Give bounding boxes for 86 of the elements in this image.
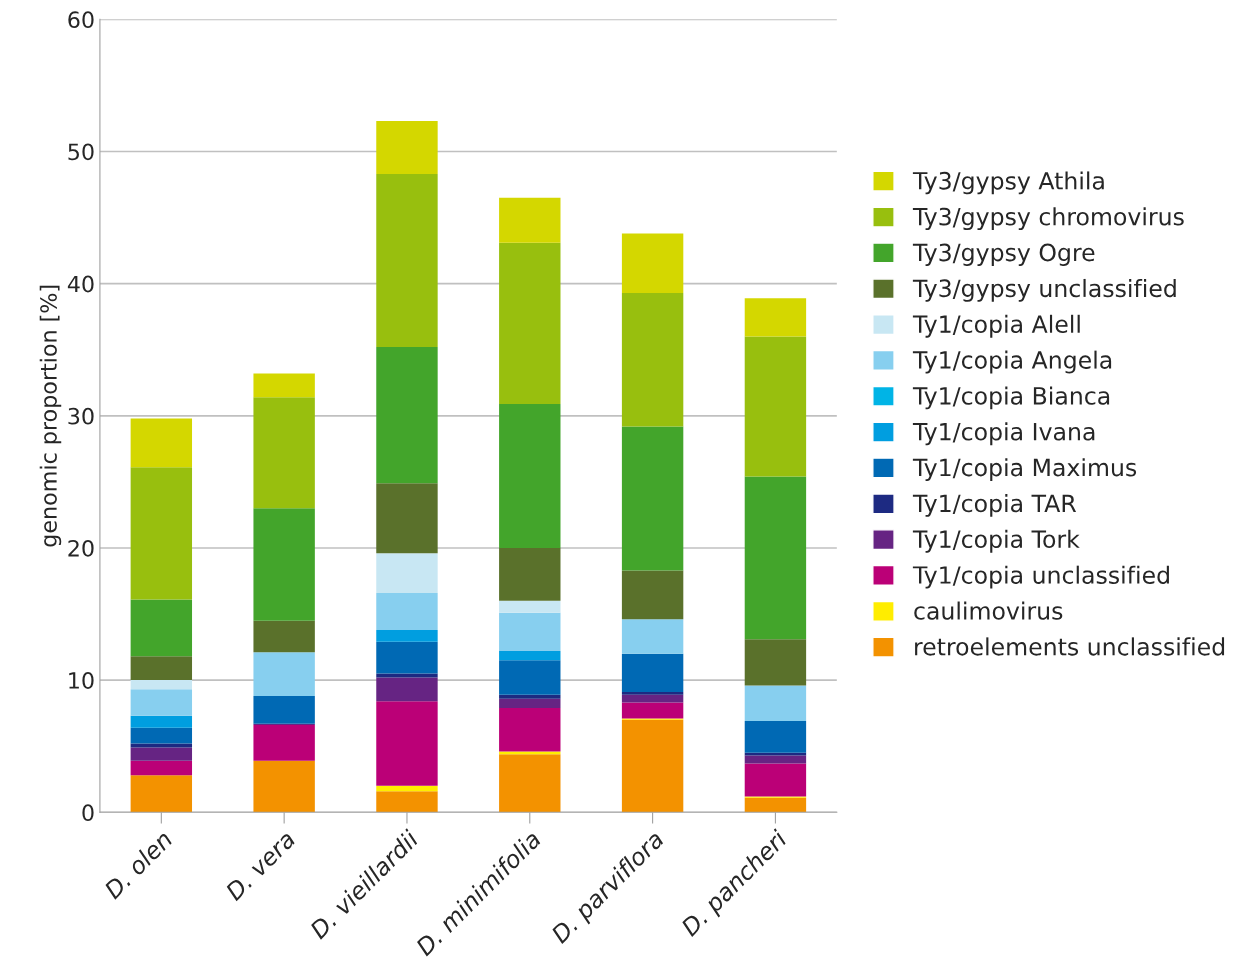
bar: [376, 483, 438, 554]
legend-label: Ty1/copia TAR: [912, 493, 1077, 517]
bar: [499, 600, 561, 613]
bar: [253, 508, 315, 621]
bar: [499, 707, 561, 752]
bar: [376, 592, 438, 630]
bar: [499, 612, 561, 652]
bar: [744, 639, 807, 686]
y-tick-label: 10: [69, 672, 94, 689]
bar: [499, 698, 561, 708]
bar: [376, 791, 438, 813]
bar: [130, 599, 193, 657]
bar: [130, 743, 193, 748]
bar: [376, 629, 438, 642]
bar: [499, 751, 561, 755]
bar: [499, 403, 561, 548]
legend-label: Ty1/copia Bianca: [912, 386, 1110, 410]
bar: [253, 620, 315, 653]
bar: [130, 680, 193, 690]
bar: [376, 677, 438, 702]
bar: [744, 763, 807, 797]
bar: [621, 292, 684, 427]
y-tick-label: 50: [68, 143, 94, 161]
legend-label: Ty1/copia Ivana: [912, 422, 1095, 446]
bar: [376, 553, 438, 593]
bar: [253, 725, 315, 761]
bar: [744, 298, 807, 337]
bar: [621, 653, 684, 693]
bar: [130, 715, 193, 728]
bar: [499, 547, 561, 601]
y-tick-label: 0: [82, 804, 94, 822]
y-tick-label: 40: [67, 275, 94, 293]
legend-label: retroelements unclassified: [915, 637, 1225, 656]
legend-label: Ty3/gypsy Athila: [912, 171, 1104, 195]
bar: [499, 651, 561, 661]
legend-label: caulimovirus: [914, 601, 1063, 620]
bar: [130, 467, 193, 600]
legend-label: Ty3/gypsy Ogre: [912, 243, 1095, 266]
bar: [621, 692, 684, 695]
bar: [744, 685, 807, 722]
bar: [253, 397, 315, 509]
bar: [499, 242, 561, 404]
bar: [130, 656, 193, 681]
bar: [621, 694, 684, 703]
bar: [744, 721, 807, 753]
bar: [744, 755, 807, 764]
bar: [376, 641, 438, 674]
bar: [253, 373, 315, 398]
bar: [744, 797, 807, 813]
bar: [376, 173, 438, 348]
legend-label: Ty1/copia unclassified: [912, 565, 1169, 589]
bar: [376, 121, 438, 174]
legend-label: Ty3/gypsy unclassified: [912, 278, 1176, 302]
bar: [253, 760, 315, 813]
bar: [130, 689, 193, 716]
bar: [253, 695, 315, 724]
y-tick-label: 30: [68, 407, 94, 425]
legend-label: Ty1/copia Maximus: [912, 458, 1137, 481]
bar: [621, 702, 684, 719]
bar: [376, 701, 438, 786]
bar: [130, 747, 193, 761]
bar: [130, 760, 193, 776]
bar: [253, 652, 315, 696]
bar: [621, 570, 684, 620]
bar: [499, 660, 561, 695]
bar: [499, 694, 561, 699]
bar: [130, 418, 193, 468]
legend-label: Ty1/copia Alell: [912, 314, 1080, 338]
y-tick-label: 60: [68, 11, 94, 29]
bar: [621, 619, 684, 654]
bar: [499, 197, 561, 243]
bar: [376, 347, 438, 484]
bar: [499, 754, 561, 813]
legend-label: Ty1/copia Angela: [912, 350, 1112, 374]
bar: [621, 426, 684, 571]
y-axis-title: genomic proportion [%]: [39, 285, 62, 547]
bar: [744, 336, 807, 477]
bar: [130, 775, 193, 813]
bar: [621, 233, 684, 293]
bar: [130, 727, 193, 744]
bar: [744, 476, 807, 640]
bar: [376, 785, 438, 792]
y-tick-label: 20: [68, 539, 94, 557]
bar: [621, 719, 684, 813]
legend-label: Ty3/gypsy chromovirus: [912, 207, 1184, 231]
legend-label: Ty1/copia Tork: [912, 529, 1080, 553]
